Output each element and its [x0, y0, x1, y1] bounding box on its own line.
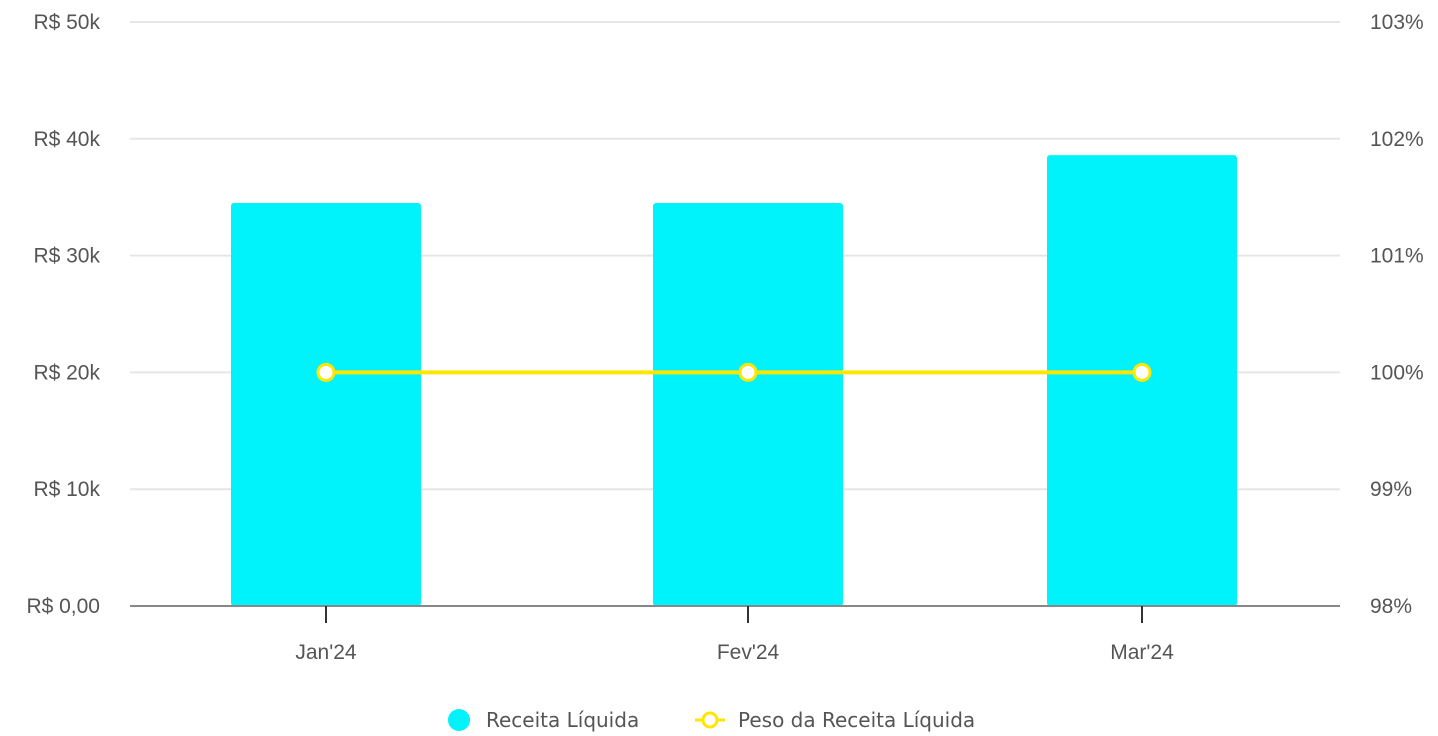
line-series: [316, 362, 1152, 382]
legend-label-peso: Peso da Receita Líquida: [738, 708, 975, 732]
right-tick-label: 101%: [1370, 245, 1424, 268]
bar-series: [231, 155, 1237, 607]
line-point[interactable]: [738, 362, 758, 382]
bar[interactable]: [653, 203, 843, 607]
line-point[interactable]: [316, 362, 336, 382]
right-tick-label: 98%: [1370, 595, 1412, 618]
left-tick-label: R$ 40k: [33, 128, 100, 151]
right-tick-label: 99%: [1370, 478, 1412, 501]
bar[interactable]: [231, 203, 421, 607]
legend-marker-receita: [448, 709, 470, 731]
left-tick-label: R$ 10k: [33, 478, 100, 501]
left-axis-ticks: R$ 0,00 R$ 10k R$ 20k R$ 30k R$ 40k R$ 50k: [26, 11, 100, 618]
right-tick-label: 103%: [1370, 11, 1424, 34]
x-tick-label: Fev'24: [717, 641, 780, 664]
x-tick-label: Jan'24: [295, 641, 357, 664]
left-tick-label: R$ 50k: [33, 11, 100, 34]
legend-marker-peso: [701, 711, 719, 729]
left-tick-label: R$ 20k: [33, 361, 100, 384]
x-axis-ticks: Jan'24 Fev'24 Mar'24: [295, 606, 1174, 664]
line-point[interactable]: [1132, 362, 1152, 382]
legend: Receita Líquida Peso da Receita Líquida: [448, 708, 975, 732]
left-tick-label: R$ 30k: [33, 245, 100, 268]
right-axis-ticks: 98% 99% 100% 101% 102% 103%: [1370, 11, 1424, 618]
legend-label-receita: Receita Líquida: [486, 708, 639, 732]
right-tick-label: 102%: [1370, 128, 1424, 151]
legend-item-peso[interactable]: Peso da Receita Líquida: [695, 708, 975, 732]
right-tick-label: 100%: [1370, 361, 1424, 384]
legend-item-receita[interactable]: Receita Líquida: [448, 708, 639, 732]
x-tick-label: Mar'24: [1110, 641, 1174, 664]
left-tick-label: R$ 0,00: [26, 595, 100, 618]
